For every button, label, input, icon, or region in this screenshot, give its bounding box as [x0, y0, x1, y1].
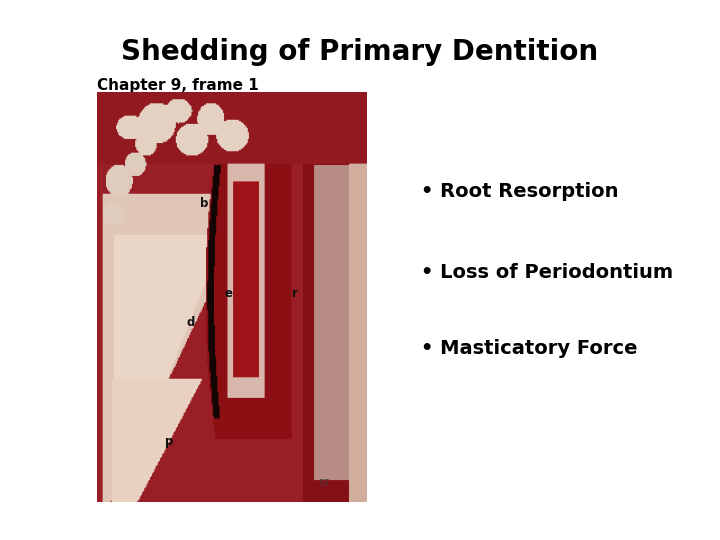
Text: • Loss of Periodontium: • Loss of Periodontium — [421, 263, 673, 282]
Text: e: e — [224, 287, 232, 300]
Text: b: b — [200, 197, 208, 210]
Text: Shedding of Primary Dentition: Shedding of Primary Dentition — [122, 38, 598, 66]
Text: Chapter 9, frame 1: Chapter 9, frame 1 — [97, 78, 259, 93]
Text: 57: 57 — [318, 479, 330, 488]
Text: d: d — [186, 316, 194, 329]
Text: • Masticatory Force: • Masticatory Force — [421, 339, 638, 358]
Text: r: r — [292, 287, 297, 300]
Text: p: p — [165, 435, 173, 448]
Text: • Root Resorption: • Root Resorption — [421, 182, 618, 201]
